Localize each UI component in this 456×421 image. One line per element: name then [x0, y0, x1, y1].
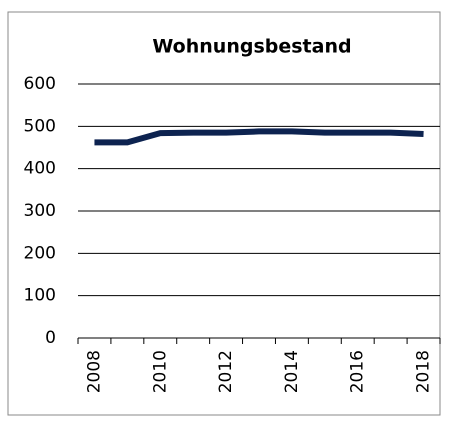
y-tick-label: 300 — [24, 201, 56, 221]
x-tick-label: 2016 — [348, 350, 368, 393]
x-tick-label: 2008 — [84, 350, 104, 393]
x-tick-label: 2012 — [216, 350, 236, 393]
y-tick-label: 200 — [24, 243, 56, 263]
x-tick-label: 2014 — [282, 350, 302, 393]
x-tick-label: 2010 — [150, 350, 170, 393]
chart-frame — [7, 11, 441, 416]
y-tick-label: 100 — [24, 286, 56, 306]
chart-title: Wohnungsbestand — [152, 36, 351, 58]
line-series — [94, 128, 424, 146]
y-tick-label: 0 — [45, 328, 56, 348]
y-tick-label: 500 — [24, 116, 56, 136]
y-tick-label: 400 — [24, 159, 56, 179]
y-tick-label: 600 — [24, 74, 56, 94]
x-tick-label: 2018 — [414, 350, 434, 393]
